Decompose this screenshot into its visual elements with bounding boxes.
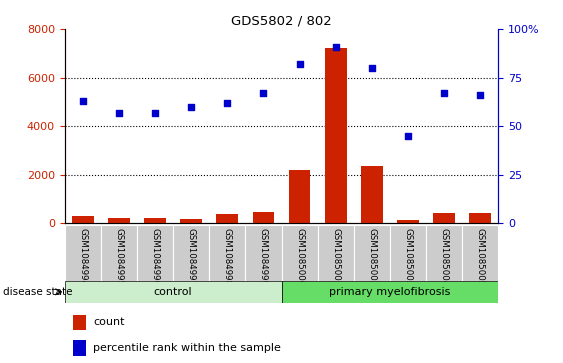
Text: GSM1085001: GSM1085001 — [331, 228, 340, 286]
Point — [150, 110, 159, 115]
FancyBboxPatch shape — [173, 225, 209, 281]
Point — [187, 104, 196, 110]
Bar — [289, 170, 310, 223]
FancyBboxPatch shape — [101, 225, 137, 281]
Bar — [397, 220, 419, 223]
Text: count: count — [93, 318, 124, 327]
Text: control: control — [154, 287, 193, 297]
Point — [367, 65, 376, 71]
Bar — [108, 219, 129, 223]
FancyBboxPatch shape — [318, 225, 354, 281]
Point — [223, 100, 232, 106]
Point — [404, 133, 413, 139]
FancyBboxPatch shape — [354, 225, 390, 281]
Point — [476, 92, 485, 98]
Text: GSM1085004: GSM1085004 — [440, 228, 449, 286]
FancyBboxPatch shape — [282, 225, 318, 281]
Point — [295, 61, 304, 67]
Bar — [72, 216, 93, 223]
Text: primary myelofibrosis: primary myelofibrosis — [329, 287, 450, 297]
Bar — [253, 212, 274, 223]
Point — [331, 44, 340, 49]
Bar — [470, 213, 491, 223]
Text: GSM1085000: GSM1085000 — [295, 228, 304, 286]
Text: GSM1085003: GSM1085003 — [404, 228, 413, 286]
Point — [114, 110, 123, 115]
FancyBboxPatch shape — [65, 225, 101, 281]
Text: GSM1084999: GSM1084999 — [259, 228, 268, 286]
FancyBboxPatch shape — [209, 225, 245, 281]
FancyBboxPatch shape — [426, 225, 462, 281]
Text: GSM1084998: GSM1084998 — [223, 228, 232, 286]
Text: GSM1084996: GSM1084996 — [150, 228, 159, 286]
Point — [259, 90, 268, 96]
FancyBboxPatch shape — [282, 281, 498, 303]
Bar — [434, 213, 455, 223]
FancyBboxPatch shape — [65, 281, 282, 303]
Bar — [361, 166, 383, 223]
Bar — [216, 214, 238, 223]
Point — [78, 98, 87, 104]
Bar — [144, 218, 166, 223]
Bar — [325, 48, 347, 223]
Text: GSM1085002: GSM1085002 — [367, 228, 376, 286]
Bar — [180, 219, 202, 223]
Title: GDS5802 / 802: GDS5802 / 802 — [231, 15, 332, 28]
FancyBboxPatch shape — [462, 225, 498, 281]
Bar — [73, 340, 86, 356]
Bar — [73, 315, 86, 330]
Text: GSM1085005: GSM1085005 — [476, 228, 485, 286]
Point — [440, 90, 449, 96]
Text: percentile rank within the sample: percentile rank within the sample — [93, 343, 281, 353]
Text: GSM1084995: GSM1084995 — [114, 228, 123, 286]
Text: disease state: disease state — [3, 287, 72, 297]
FancyBboxPatch shape — [137, 225, 173, 281]
FancyBboxPatch shape — [390, 225, 426, 281]
Text: GSM1084997: GSM1084997 — [187, 228, 196, 286]
FancyBboxPatch shape — [245, 225, 282, 281]
Text: GSM1084994: GSM1084994 — [78, 228, 87, 286]
